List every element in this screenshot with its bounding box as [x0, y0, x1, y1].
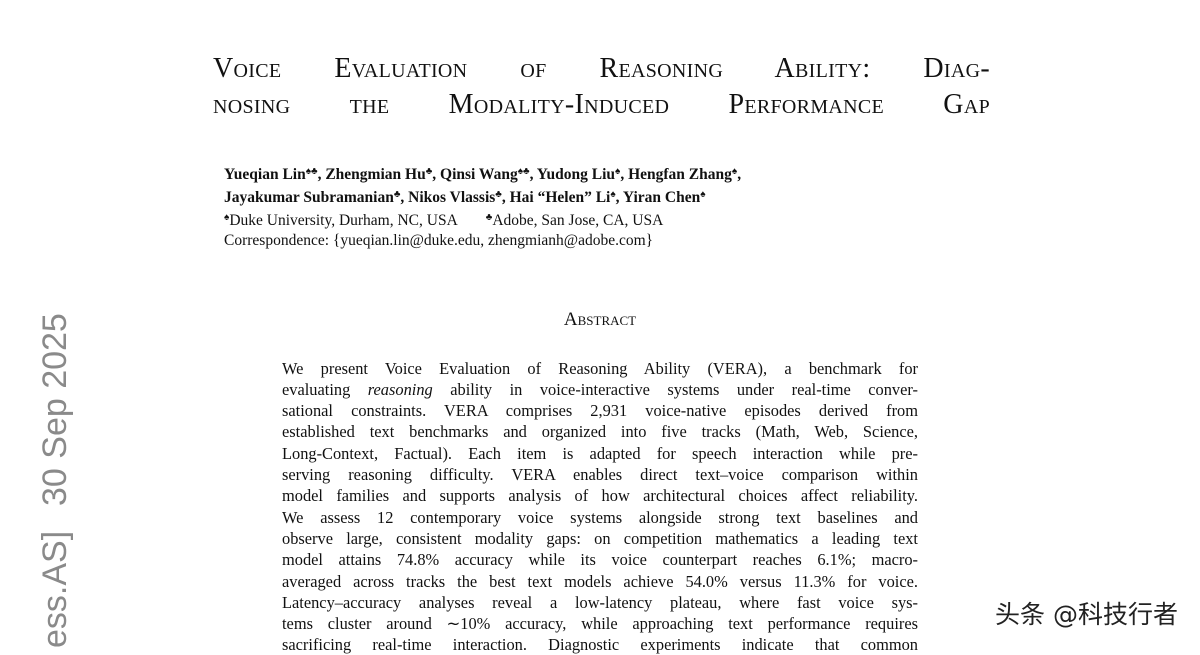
abstract-text: model families and supports analysis of … — [282, 486, 918, 506]
author-name: , Hengfan Zhang — [620, 166, 732, 183]
affiliations: ♠Duke University, Durham, NC, USA ♣Adobe,… — [224, 207, 663, 232]
affiliation-mark: ♠♣ — [305, 166, 318, 177]
arxiv-category: ess.AS] — [36, 531, 74, 648]
abstract-line: sacrificing real-time interaction. Diagn… — [282, 634, 918, 655]
author-name: , Yudong Liu — [529, 166, 616, 183]
abstract-text: tems cluster around ∼10% accuracy, while… — [282, 614, 918, 634]
abstract-text: Long-Context, Factual). Each item is ada… — [282, 443, 918, 463]
abstract-line: averaged across tracks the best text mod… — [282, 571, 918, 592]
author-name: , Nikos Vlassis — [400, 189, 496, 206]
abstract-heading: Abstract — [563, 309, 637, 330]
abstract-line: We assess 12 contemporary voice systems … — [282, 507, 918, 528]
abstract-line: tems cluster around ∼10% accuracy, while… — [282, 613, 918, 634]
title-line: nosing the Modality-Induced Performance … — [213, 89, 990, 120]
affiliation-mark: ♠♣ — [517, 166, 530, 177]
watermark: 头条 @科技行者 — [995, 600, 1178, 629]
affiliation-mark: ♠ — [731, 166, 738, 177]
abstract-text: ability in voice-interactive systems und… — [432, 379, 918, 399]
author-name: , Qinsi Wang — [432, 166, 518, 183]
author-name: , Yiran Chen — [615, 189, 701, 206]
abstract-line: observe large, consistent modality gaps:… — [282, 528, 918, 549]
abstract-line: Long-Context, Factual). Each item is ada… — [282, 443, 918, 464]
affiliation-mark: ♠ — [700, 189, 706, 200]
abstract-line: serving reasoning difficulty. VERA enabl… — [282, 464, 918, 485]
author-line: Jayakumar Subramanian♣, Nikos Vlassis♣, … — [224, 184, 706, 209]
abstract-text: We assess 12 contemporary voice systems … — [282, 507, 918, 527]
affiliation-mark: ♠ — [610, 189, 616, 200]
abstract-line: sational constraints. VERA comprises 2,9… — [282, 400, 918, 421]
abstract-text: established text benchmarks and organize… — [282, 422, 918, 442]
abstract-line: evaluating reasoning ability in voice-in… — [282, 379, 918, 400]
affiliation-mark: ♠ — [615, 166, 621, 177]
abstract-line: We present Voice Evaluation of Reasoning… — [282, 358, 918, 379]
affiliation-mark: ♣ — [495, 189, 502, 200]
abstract-text: reasoning — [367, 379, 433, 399]
arxiv-date: 30 Sep 2025 — [36, 313, 74, 506]
abstract-text: We present Voice Evaluation of Reasoning… — [282, 358, 918, 378]
affiliation-text: Adobe, San Jose, CA, USA — [492, 212, 664, 229]
affiliation-mark: ♣ — [485, 212, 493, 223]
author-name: , Zhengmian Hu — [317, 166, 426, 183]
author-name: , — [737, 166, 742, 183]
abstract-text: evaluating — [282, 379, 368, 399]
abstract-text: observe large, consistent modality gaps:… — [282, 528, 918, 548]
abstract-line: Latency–accuracy analyses reveal a low-l… — [282, 592, 918, 613]
abstract-line: model families and supports analysis of … — [282, 485, 918, 506]
abstract-text: Latency–accuracy analyses reveal a low-l… — [282, 592, 918, 612]
affiliation-mark: ♠ — [224, 212, 230, 223]
abstract-line: model attains 74.8% accuracy while its v… — [282, 549, 918, 570]
author-line: Yueqian Lin♠♣, Zhengmian Hu♣, Qinsi Wang… — [224, 161, 741, 186]
affiliation: ♣Adobe, San Jose, CA, USA — [486, 212, 664, 229]
arxiv-stamp: ess.AS] 30 Sep 2025 — [36, 313, 74, 648]
author-name: , Hai “Helen” Li — [501, 189, 611, 206]
abstract-text: model attains 74.8% accuracy while its v… — [282, 550, 918, 570]
affiliation-mark: ♣ — [425, 166, 433, 177]
affiliation-text: Duke University, Durham, NC, USA — [229, 212, 458, 229]
affiliation-mark: ♣ — [393, 189, 401, 200]
abstract-text: serving reasoning difficulty. VERA enabl… — [282, 465, 918, 484]
author-name: Yueqian Lin — [224, 166, 306, 183]
abstract-text: sacrificing real-time interaction. Diagn… — [282, 635, 918, 655]
affiliation: ♠Duke University, Durham, NC, USA — [224, 212, 458, 229]
correspondence: Correspondence: {yueqian.lin@duke.edu, z… — [224, 232, 654, 249]
title-line: Voice Evaluation of Reasoning Ability: D… — [213, 53, 990, 84]
abstract-text: sational constraints. VERA comprises 2,9… — [282, 401, 918, 421]
abstract-line: established text benchmarks and organize… — [282, 421, 918, 442]
abstract-text: averaged across tracks the best text mod… — [282, 571, 918, 591]
author-name: Jayakumar Subramanian — [224, 189, 394, 206]
